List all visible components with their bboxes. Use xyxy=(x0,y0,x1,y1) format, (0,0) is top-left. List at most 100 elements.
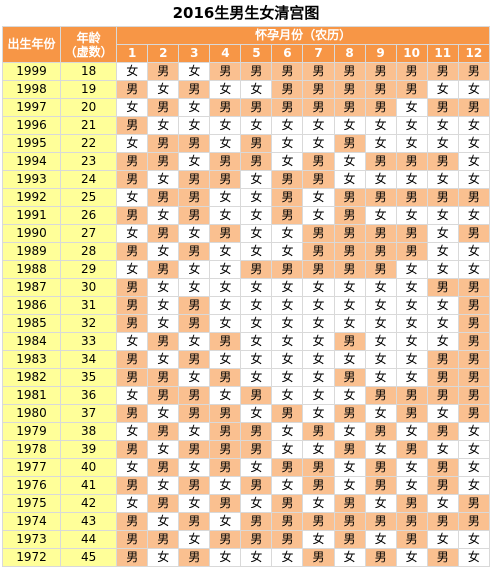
boy-cell: 男 xyxy=(426,368,459,387)
girl-cell: 女 xyxy=(426,494,459,513)
boy-cell: 男 xyxy=(457,350,491,369)
table-row: 1984 33 女男女男女女女男女女女男 xyxy=(1,332,491,351)
boy-cell: 男 xyxy=(457,188,491,207)
girl-cell: 女 xyxy=(426,206,459,225)
age-cell: 22 xyxy=(60,134,118,153)
girl-cell: 女 xyxy=(209,512,242,531)
girl-cell: 女 xyxy=(395,332,428,351)
boy-cell: 男 xyxy=(395,494,428,513)
girl-cell: 女 xyxy=(240,296,273,315)
boy-cell: 男 xyxy=(426,62,459,81)
girl-cell: 女 xyxy=(457,548,491,567)
age-cell: 43 xyxy=(60,512,118,531)
girl-cell: 女 xyxy=(302,188,335,207)
boy-cell: 男 xyxy=(426,98,459,117)
birth-year-cell: 1972 xyxy=(1,548,62,567)
girl-cell: 女 xyxy=(147,278,180,297)
boy-cell: 男 xyxy=(116,512,149,531)
boy-cell: 男 xyxy=(178,476,211,495)
girl-cell: 女 xyxy=(178,260,211,279)
girl-cell: 女 xyxy=(457,242,491,261)
table-row: 1973 44 男男女男男男女男女男女女 xyxy=(1,530,491,549)
girl-cell: 女 xyxy=(178,116,211,135)
girl-cell: 女 xyxy=(364,314,397,333)
girl-cell: 女 xyxy=(240,494,273,513)
birth-year-cell: 1996 xyxy=(1,116,62,135)
boy-cell: 男 xyxy=(426,476,459,495)
age-cell: 36 xyxy=(60,386,118,405)
girl-cell: 女 xyxy=(271,476,304,495)
boy-cell: 男 xyxy=(209,170,242,189)
birth-year-cell: 1978 xyxy=(1,440,62,459)
age-cell: 34 xyxy=(60,350,118,369)
birth-year-cell: 1980 xyxy=(1,404,62,423)
girl-cell: 女 xyxy=(147,80,180,99)
boy-cell: 男 xyxy=(147,134,180,153)
boy-cell: 男 xyxy=(426,278,459,297)
girl-cell: 女 xyxy=(426,332,459,351)
girl-cell: 女 xyxy=(426,134,459,153)
boy-cell: 男 xyxy=(147,98,180,117)
age-cell: 25 xyxy=(60,188,118,207)
age-cell: 39 xyxy=(60,440,118,459)
boy-cell: 男 xyxy=(457,224,491,243)
month-header-8: 8 xyxy=(333,44,366,63)
girl-cell: 女 xyxy=(302,494,335,513)
boy-cell: 男 xyxy=(178,170,211,189)
girl-cell: 女 xyxy=(240,332,273,351)
girl-cell: 女 xyxy=(271,278,304,297)
birth-year-cell: 1993 xyxy=(1,170,62,189)
boy-cell: 男 xyxy=(426,512,459,531)
boy-cell: 男 xyxy=(457,494,491,513)
girl-cell: 女 xyxy=(333,152,366,171)
girl-cell: 女 xyxy=(426,242,459,261)
month-header-11: 11 xyxy=(426,44,459,63)
boy-cell: 男 xyxy=(364,476,397,495)
age-cell: 37 xyxy=(60,404,118,423)
age-cell: 23 xyxy=(60,152,118,171)
boy-cell: 男 xyxy=(364,80,397,99)
girl-cell: 女 xyxy=(178,224,211,243)
girl-cell: 女 xyxy=(271,296,304,315)
table-row: 1986 31 男女男女女女女女女女女男 xyxy=(1,296,491,315)
boy-cell: 男 xyxy=(302,224,335,243)
boy-cell: 男 xyxy=(116,206,149,225)
boy-cell: 男 xyxy=(457,296,491,315)
girl-cell: 女 xyxy=(302,296,335,315)
birth-year-cell: 1986 xyxy=(1,296,62,315)
boy-cell: 男 xyxy=(178,296,211,315)
girl-cell: 女 xyxy=(426,116,459,135)
girl-cell: 女 xyxy=(457,152,491,171)
girl-cell: 女 xyxy=(147,476,180,495)
month-header-3: 3 xyxy=(178,44,211,63)
birth-year-cell: 1997 xyxy=(1,98,62,117)
boy-cell: 男 xyxy=(116,476,149,495)
boy-cell: 男 xyxy=(302,476,335,495)
girl-cell: 女 xyxy=(209,278,242,297)
girl-cell: 女 xyxy=(395,98,428,117)
boy-cell: 男 xyxy=(116,80,149,99)
boy-cell: 男 xyxy=(116,170,149,189)
girl-cell: 女 xyxy=(271,242,304,261)
girl-cell: 女 xyxy=(209,134,242,153)
girl-cell: 女 xyxy=(240,170,273,189)
table-row: 1983 34 男女男女女女女女女女男男 xyxy=(1,350,491,369)
boy-cell: 男 xyxy=(240,476,273,495)
table-row: 1997 20 女男女男男男男男男女男男 xyxy=(1,98,491,117)
girl-cell: 女 xyxy=(271,332,304,351)
boy-cell: 男 xyxy=(178,548,211,567)
girl-cell: 女 xyxy=(116,188,149,207)
girl-cell: 女 xyxy=(178,494,211,513)
table-row: 1980 37 男女男男女男女男女男女男 xyxy=(1,404,491,423)
table-row: 1995 22 女男男女男女女男女女女女 xyxy=(1,134,491,153)
girl-cell: 女 xyxy=(240,404,273,423)
boy-cell: 男 xyxy=(209,98,242,117)
boy-cell: 男 xyxy=(271,512,304,531)
month-header-5: 5 xyxy=(240,44,273,63)
boy-cell: 男 xyxy=(333,98,366,117)
girl-cell: 女 xyxy=(178,458,211,477)
table-row: 1977 40 女男女男女男男女男女男女 xyxy=(1,458,491,477)
birth-year-cell: 1982 xyxy=(1,368,62,387)
girl-cell: 女 xyxy=(116,260,149,279)
boy-cell: 男 xyxy=(302,152,335,171)
